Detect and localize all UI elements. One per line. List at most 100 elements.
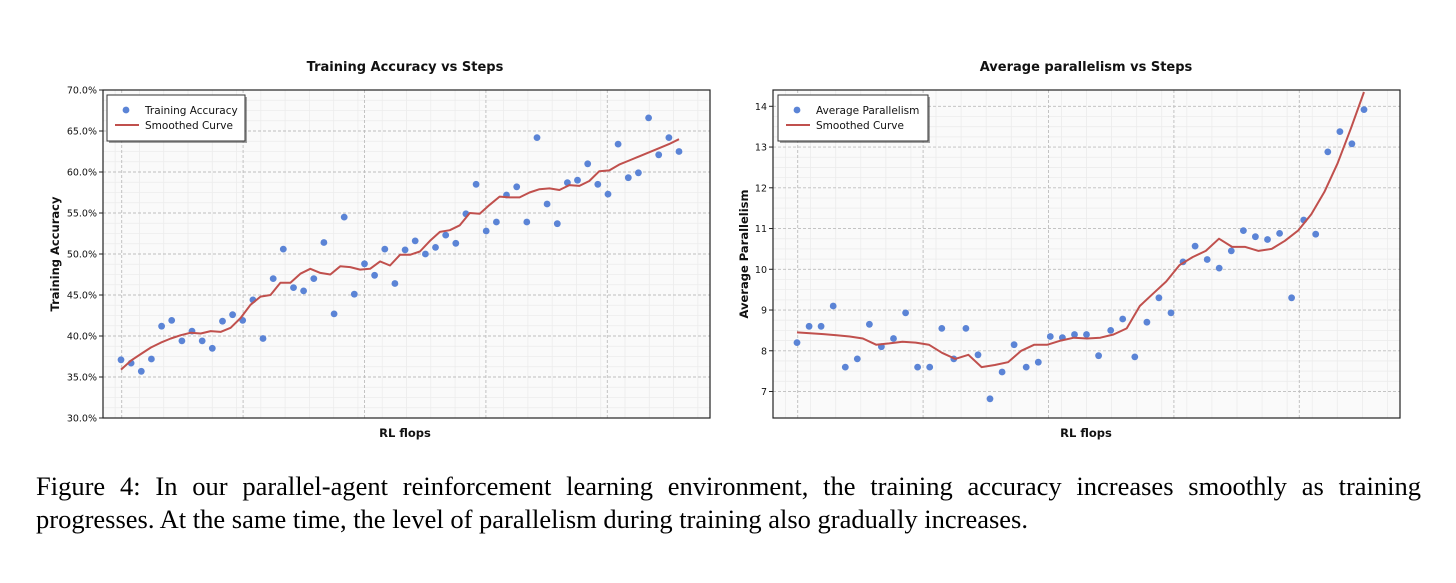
data-point <box>117 356 125 364</box>
legend-box <box>777 94 929 142</box>
training-accuracy-chart: Training Accuracy vs Steps RL flops Trai… <box>48 60 711 440</box>
data-point <box>853 355 861 363</box>
data-point <box>411 237 419 245</box>
y-tick-label: 40.0% <box>67 332 97 343</box>
legend-point-swatch <box>793 106 801 114</box>
data-point <box>1034 358 1042 366</box>
data-point <box>1288 294 1295 302</box>
data-point <box>914 363 921 371</box>
y-tick-label: 30.0% <box>67 414 97 425</box>
data-point <box>208 344 216 352</box>
data-point <box>1215 264 1223 272</box>
legend-label: Smoothed Curve <box>816 120 904 132</box>
data-point <box>805 322 813 330</box>
legend-label: Smoothed Curve <box>145 120 233 132</box>
smoothed-curve-line <box>120 138 680 371</box>
data-point <box>259 335 267 342</box>
data-point <box>178 337 186 345</box>
legend-label: Training Accuracy <box>144 105 238 117</box>
data-point <box>361 260 368 268</box>
data-point <box>300 287 307 295</box>
data-point <box>340 213 348 221</box>
figure: Training Accuracy vs Steps RL flops Trai… <box>48 60 1401 440</box>
y-tick-label: 70.0% <box>67 86 97 97</box>
data-point <box>890 335 897 342</box>
data-point <box>1276 230 1283 237</box>
legend-box <box>106 94 246 142</box>
y-tick-label: 14 <box>755 102 767 113</box>
data-point <box>269 275 277 282</box>
data-points <box>793 106 1368 403</box>
data-point <box>350 290 358 298</box>
data-point <box>1143 318 1151 326</box>
data-point <box>168 317 176 324</box>
data-point <box>422 250 429 258</box>
figure-caption: Figure 4: In our parallel-agent reinforc… <box>36 471 1421 534</box>
y-tick-label: 50.0% <box>67 250 97 261</box>
y-axis-label: Training Accuracy <box>48 196 62 311</box>
data-point <box>1022 363 1030 371</box>
data-point <box>866 320 873 328</box>
data-point <box>1203 256 1211 263</box>
data-point <box>401 246 409 254</box>
data-point <box>1227 247 1235 255</box>
data-point <box>926 363 934 371</box>
data-point <box>279 245 287 253</box>
data-point <box>655 151 663 159</box>
data-point <box>1107 327 1115 334</box>
chart-title: Training Accuracy vs Steps <box>307 60 504 75</box>
data-point <box>219 317 226 325</box>
data-point <box>829 302 837 310</box>
y-tick-label: 13 <box>755 143 767 154</box>
legend: Average Parallelism Smoothed Curve <box>777 94 930 143</box>
data-point <box>1095 352 1102 360</box>
data-point <box>1046 333 1054 340</box>
plot-frame <box>772 89 1401 419</box>
data-point <box>1167 309 1175 317</box>
y-tick-label: 55.0% <box>67 209 97 220</box>
data-points <box>117 114 683 375</box>
data-point <box>310 275 318 282</box>
data-point <box>452 239 460 247</box>
data-point <box>1252 233 1259 241</box>
data-point <box>1191 242 1199 250</box>
data-point <box>635 169 642 177</box>
data-point <box>320 239 328 246</box>
y-tick-label: 60.0% <box>67 168 97 179</box>
smoothed-curve-line <box>796 91 1365 369</box>
data-point <box>624 174 632 182</box>
data-point <box>1336 128 1344 136</box>
legend: Training Accuracy Smoothed Curve <box>106 94 247 143</box>
y-tick-label: 8 <box>761 346 767 357</box>
data-point <box>665 134 673 142</box>
data-point <box>841 363 849 371</box>
data-point <box>974 351 982 359</box>
plot-frame <box>102 89 711 419</box>
data-point <box>604 190 612 198</box>
data-point <box>1010 341 1018 349</box>
y-tick-label: 45.0% <box>67 291 97 302</box>
data-point <box>793 339 801 346</box>
data-point <box>1324 148 1332 156</box>
data-point <box>1240 227 1247 235</box>
y-axis-label: Average Parallelism <box>737 190 751 319</box>
chart-title: Average parallelism vs Steps <box>980 60 1193 75</box>
data-point <box>553 220 561 228</box>
y-tick-label: 7 <box>761 387 767 398</box>
data-point <box>432 244 439 251</box>
data-point <box>1264 236 1271 243</box>
data-point <box>391 280 399 287</box>
data-point <box>614 140 622 148</box>
legend-label: Average Parallelism <box>816 105 919 117</box>
x-axis-label: RL flops <box>1060 426 1112 440</box>
y-tick-label: 10 <box>755 265 767 276</box>
data-point <box>1348 140 1356 148</box>
data-point <box>158 322 166 330</box>
data-point <box>1155 294 1163 302</box>
data-point <box>1119 315 1127 323</box>
average-parallelism-chart: Average parallelism vs Steps RL flops Av… <box>737 60 1401 440</box>
data-point <box>513 183 521 191</box>
data-point <box>442 231 450 239</box>
y-tick-label: 35.0% <box>67 373 97 384</box>
data-point <box>902 309 909 317</box>
